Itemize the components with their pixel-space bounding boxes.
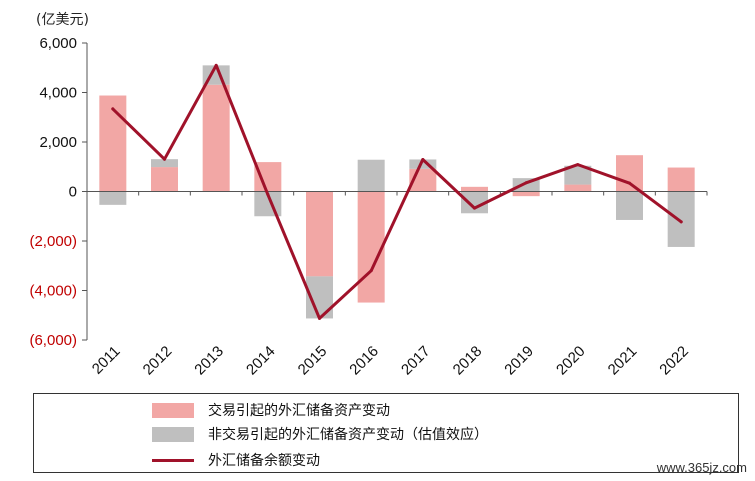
line-point-2013	[214, 63, 218, 67]
x-tick-label-2019: 2019	[501, 343, 537, 379]
y-tick-label-2: 2,000	[39, 134, 77, 151]
line-point-2016	[369, 269, 373, 273]
y-tick-labels: 6,000 4,000 2,000 0 (2,000) (4,000) (6,000)	[29, 35, 77, 349]
axes-layer	[82, 42, 708, 341]
bar-transaction-2015	[306, 191, 333, 277]
bar-valuation-2021	[616, 191, 643, 220]
y-tick-label-4: (2,000)	[29, 233, 77, 250]
x-tick-label-2020: 2020	[553, 343, 589, 379]
line-point-2012	[163, 157, 166, 161]
bar-valuation-2017	[409, 159, 437, 169]
legend-label-transaction: 交易引起的外汇储备资产变动	[208, 403, 390, 419]
line-point-2011	[111, 107, 115, 111]
chart: (亿美元) 6,000 4,000 2,000 0 (2,000) (4,000) (6,0…	[29, 12, 708, 379]
bar-valuation-2011	[99, 191, 127, 205]
line-layer	[111, 63, 683, 320]
bar-valuation-2020	[564, 165, 592, 185]
bar-valuation-2022	[667, 191, 695, 247]
y-tick-label-0: 6,000	[39, 35, 77, 52]
line-point-2019	[524, 181, 528, 185]
line-point-2017	[421, 157, 425, 161]
bar-transaction-2021	[616, 155, 643, 192]
x-tick-label-2018: 2018	[450, 343, 486, 379]
bar-transaction-2019	[512, 191, 540, 197]
legend-swatch-balance	[152, 458, 194, 462]
bar-valuation-2016	[357, 159, 385, 192]
legend: 交易引起的外汇储备资产变动 非交易引起的外汇储备资产变动（估值效应） 外汇储备余…	[33, 393, 739, 473]
legend-item-transaction: 交易引起的外汇储备资产变动	[152, 400, 390, 420]
y-tick-label-5: (4,000)	[29, 283, 77, 300]
line-point-2018	[473, 206, 476, 210]
line-point-2015	[318, 316, 321, 320]
legend-swatch-transaction	[152, 402, 194, 418]
watermark: www.365jz.com	[656, 460, 747, 475]
legend-swatch-valuation	[152, 426, 194, 442]
y-tick-label-6: (6,000)	[29, 332, 77, 349]
line-point-2022	[679, 220, 683, 224]
x-tick-label-2021: 2021	[605, 343, 641, 379]
x-tick-label-2016: 2016	[346, 343, 382, 379]
x-tick-label-2022: 2022	[656, 343, 692, 379]
y-tick-label-1: 4,000	[39, 85, 77, 102]
y-tick-label-3: 0	[69, 184, 77, 201]
legend-item-valuation: 非交易引起的外汇储备资产变动（估值效应）	[152, 424, 488, 444]
x-tick-label-2014: 2014	[243, 343, 279, 379]
bar-transaction-2011	[99, 95, 127, 192]
bar-transaction-2014	[254, 162, 282, 192]
bar-transaction-2022	[667, 167, 695, 192]
line-point-2014	[266, 192, 270, 196]
bar-valuation-2018	[461, 191, 488, 214]
bar-transaction-2016	[357, 191, 385, 303]
bar-valuation-2012	[151, 159, 178, 168]
x-tick-label-2017: 2017	[398, 343, 434, 379]
line-point-2021	[628, 181, 631, 185]
line-series-balance	[111, 63, 683, 320]
bar-transaction-2013	[202, 84, 230, 192]
legend-item-balance: 外汇储备余额变动	[152, 450, 320, 470]
line-point-2020	[576, 163, 580, 167]
bar-transaction-2020	[564, 184, 592, 192]
x-tick-label-2015: 2015	[295, 343, 331, 379]
x-tick-label-2013: 2013	[191, 343, 227, 379]
bar-transaction-2012	[151, 167, 178, 192]
x-tick-label-2012: 2012	[140, 343, 176, 379]
x-tick-labels: 2011 2012 2013 2014 2015 2016 2017 2018 2019 2020…	[89, 343, 692, 379]
x-tick-label-2011: 2011	[89, 343, 124, 378]
legend-label-valuation: 非交易引起的外汇储备资产变动（估值效应）	[208, 427, 488, 443]
y-axis-unit-label: (亿美元)	[36, 12, 89, 28]
bar-transaction-2018	[461, 186, 488, 192]
legend-label-balance: 外汇储备余额变动	[208, 453, 320, 469]
